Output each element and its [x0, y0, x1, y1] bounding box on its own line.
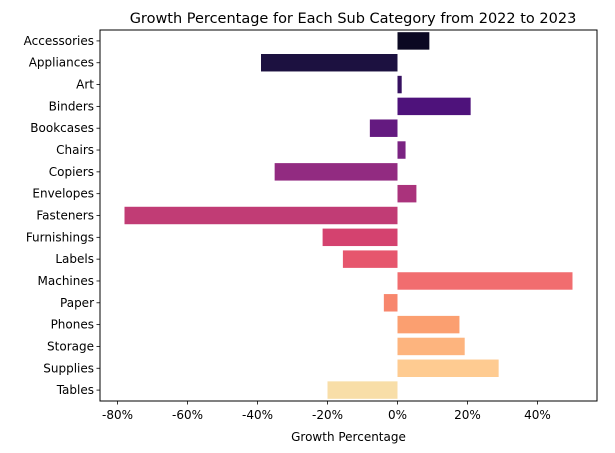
y-tick-label: Chairs — [56, 143, 94, 157]
bars-group — [124, 32, 573, 399]
bar-supplies — [397, 359, 499, 377]
bar-appliances — [261, 54, 398, 72]
y-tick-label: Appliances — [29, 56, 94, 70]
y-tick-label: Bookcases — [30, 121, 94, 135]
y-tick-label: Art — [76, 78, 94, 92]
bar-storage — [397, 337, 465, 356]
y-tick-label: Labels — [55, 252, 94, 266]
bar-machines — [397, 272, 573, 290]
bar-fasteners — [124, 206, 398, 225]
y-tick-label: Supplies — [43, 361, 94, 375]
y-tick-label: Binders — [49, 99, 94, 113]
y-tick-label: Fasteners — [36, 209, 94, 223]
x-tick-label: -40% — [242, 408, 273, 422]
y-tick-label: Furnishings — [26, 230, 94, 244]
bar-labels — [342, 250, 398, 268]
y-tick-label: Machines — [38, 274, 94, 288]
bar-art — [397, 75, 402, 94]
x-axis-label: Growth Percentage — [291, 430, 406, 444]
bar-paper — [383, 294, 398, 312]
y-tick-label: Envelopes — [32, 187, 94, 201]
plot-frame — [99, 29, 598, 402]
x-tick-label: 40% — [524, 408, 551, 422]
bar-binders — [397, 97, 471, 116]
y-tick-label: Tables — [56, 383, 94, 397]
bar-bookcases — [369, 119, 398, 137]
x-tick-label: 0% — [388, 408, 407, 422]
bar-furnishings — [322, 228, 398, 247]
chart-title: Growth Percentage for Each Sub Category … — [130, 11, 577, 27]
y-axis-ticks: Accessories Appliances Art Binders Bookcases… — [24, 34, 100, 397]
x-axis-ticks: -80% -60% -40% -20% 0% 20% 40% — [102, 401, 551, 422]
x-tick-label: -60% — [172, 408, 203, 422]
y-tick-label: Accessories — [24, 34, 94, 48]
y-tick-label: Copiers — [49, 165, 94, 179]
bar-copiers — [274, 163, 398, 181]
y-tick-label: Paper — [60, 296, 94, 310]
y-tick-label: Storage — [47, 339, 94, 353]
x-tick-label: 20% — [454, 408, 481, 422]
bar-phones — [397, 315, 460, 334]
bar-envelopes — [397, 184, 417, 203]
bar-accessories — [397, 32, 430, 50]
bar-tables — [327, 381, 398, 399]
x-tick-label: -80% — [102, 408, 133, 422]
y-tick-label: Phones — [51, 318, 94, 332]
x-tick-label: -20% — [312, 408, 343, 422]
bar-chairs — [397, 141, 406, 159]
